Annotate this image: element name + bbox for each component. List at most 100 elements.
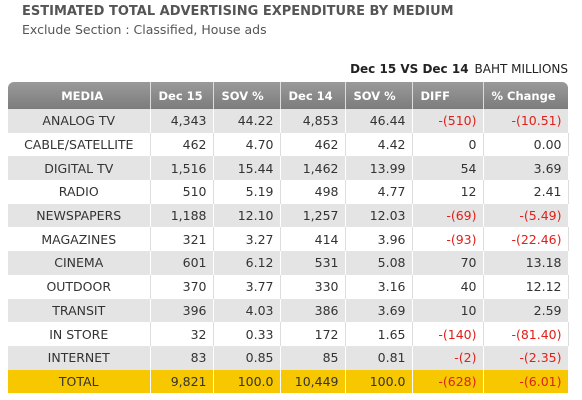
row-label: CABLE/SATELLITE: [8, 132, 151, 157]
cell: 4,853: [280, 109, 346, 133]
cell: 9,821: [150, 369, 214, 394]
cell: 3.77: [213, 274, 281, 299]
row-label: CINEMA: [8, 251, 151, 275]
row-label: DIGITAL TV: [8, 156, 151, 181]
table-row: CABLE/SATELLITE 462 4.70 462 4.42 0 0.00: [8, 132, 569, 157]
row-label: INTERNET: [8, 345, 151, 370]
cell: 13.18: [483, 251, 569, 275]
column-header: SOV %: [345, 82, 413, 109]
cell: 462: [280, 132, 346, 157]
cell: -(81.40): [483, 322, 569, 346]
cell: 601: [150, 251, 214, 275]
comparison-label: Dec 15 VS Dec 14: [350, 62, 469, 76]
cell: 4,343: [150, 109, 214, 133]
column-header: Dec 14: [280, 82, 346, 109]
cell: 498: [280, 180, 346, 204]
cell: 1,257: [280, 203, 346, 228]
table-row: CINEMA 601 6.12 531 5.08 70 13.18: [8, 251, 569, 275]
cell: 330: [280, 274, 346, 299]
table-row: INTERNET 83 0.85 85 0.81 -(2) -(2.35): [8, 345, 569, 370]
cell: 3.69: [345, 298, 413, 323]
table-row: ANALOG TV 4,343 44.22 4,853 46.44 -(510) -(10.…: [8, 109, 569, 133]
cell: 3.96: [345, 227, 413, 252]
table-row: MAGAZINES 321 3.27 414 3.96 -(93) -(22.46): [8, 227, 569, 252]
row-label: ANALOG TV: [8, 109, 151, 133]
table-body: ANALOG TV 4,343 44.22 4,853 46.44 -(510) -(10.…: [8, 109, 569, 394]
cell: 100.0: [213, 369, 281, 394]
cell: -(10.51): [483, 109, 569, 133]
cell: 4.03: [213, 298, 281, 323]
cell: 85: [280, 345, 346, 370]
cell: 83: [150, 345, 214, 370]
cell: 5.19: [213, 180, 281, 204]
cell: 1,516: [150, 156, 214, 181]
row-label: MAGAZINES: [8, 227, 151, 252]
table-row: DIGITAL TV 1,516 15.44 1,462 13.99 54 3.69: [8, 156, 569, 181]
row-label: TRANSIT: [8, 298, 151, 323]
table-row: IN STORE 32 0.33 172 1.65 -(140) -(81.40): [8, 322, 569, 346]
cell: 172: [280, 322, 346, 346]
cell: 46.44: [345, 109, 413, 133]
table-row: NEWSPAPERS 1,188 12.10 1,257 12.03 -(69) -(5.4…: [8, 203, 569, 228]
cell: -(2): [412, 345, 484, 370]
cell: 0: [412, 132, 484, 157]
column-header: SOV %: [213, 82, 281, 109]
row-label: NEWSPAPERS: [8, 203, 151, 228]
column-header: Dec 15: [150, 82, 214, 109]
cell: 0.33: [213, 322, 281, 346]
cell: -(22.46): [483, 227, 569, 252]
cell: -(510): [412, 109, 484, 133]
cell: -(69): [412, 203, 484, 228]
cell: 321: [150, 227, 214, 252]
column-header: MEDIA: [8, 82, 151, 109]
cell: 0.00: [483, 132, 569, 157]
cell: 5.08: [345, 251, 413, 275]
row-label: OUTDOOR: [8, 274, 151, 299]
cell: 3.69: [483, 156, 569, 181]
row-label: RADIO: [8, 180, 151, 204]
cell: 4.70: [213, 132, 281, 157]
cell: -(93): [412, 227, 484, 252]
cell: -(628): [412, 369, 484, 394]
cell: 32: [150, 322, 214, 346]
cell: 2.59: [483, 298, 569, 323]
cell: 12.10: [213, 203, 281, 228]
header-row: MEDIA Dec 15 SOV % Dec 14 SOV % DIFF% Change: [8, 82, 568, 109]
cell: 15.44: [213, 156, 281, 181]
cell: 6.12: [213, 251, 281, 275]
cell: -(2.35): [483, 345, 569, 370]
unit: BAHT MILLIONS: [474, 62, 568, 76]
cell: 2.41: [483, 180, 569, 204]
cell: 12.03: [345, 203, 413, 228]
cell: 1,188: [150, 203, 214, 228]
cell: 462: [150, 132, 214, 157]
cell: 0.81: [345, 345, 413, 370]
cell: 396: [150, 298, 214, 323]
cell: 100.0: [345, 369, 413, 394]
cell: 54: [412, 156, 484, 181]
column-header: DIFF: [412, 82, 484, 109]
table-row: TRANSIT 396 4.03 386 3.69 10 2.59: [8, 298, 569, 323]
data-table: MEDIA Dec 15 SOV % Dec 14 SOV % DIFF% Change …: [8, 82, 569, 394]
cell: 70: [412, 251, 484, 275]
cell: 13.99: [345, 156, 413, 181]
row-label: TOTAL: [8, 369, 151, 394]
title: ESTIMATED TOTAL ADVERTISING EXPENDITURE …: [22, 4, 454, 19]
column-header: % Change: [483, 82, 568, 109]
cell: 12.12: [483, 274, 569, 299]
total-row: TOTAL 9,821 100.0 10,449 100.0 -(628) -(6.01): [8, 369, 569, 394]
cell: 4.77: [345, 180, 413, 204]
cell: -(5.49): [483, 203, 569, 228]
cell: 531: [280, 251, 346, 275]
cell: 1.65: [345, 322, 413, 346]
table-row: OUTDOOR 370 3.77 330 3.16 40 12.12: [8, 274, 569, 299]
comparison: Dec 15 VS Dec 14 BAHT MILLIONS: [350, 62, 568, 76]
cell: 10: [412, 298, 484, 323]
cell: 510: [150, 180, 214, 204]
cell: 4.42: [345, 132, 413, 157]
subtitle: Exclude Section : Classified, House ads: [22, 22, 267, 37]
cell: 414: [280, 227, 346, 252]
table-row: RADIO 510 5.19 498 4.77 12 2.41: [8, 180, 569, 204]
cell: 12: [412, 180, 484, 204]
